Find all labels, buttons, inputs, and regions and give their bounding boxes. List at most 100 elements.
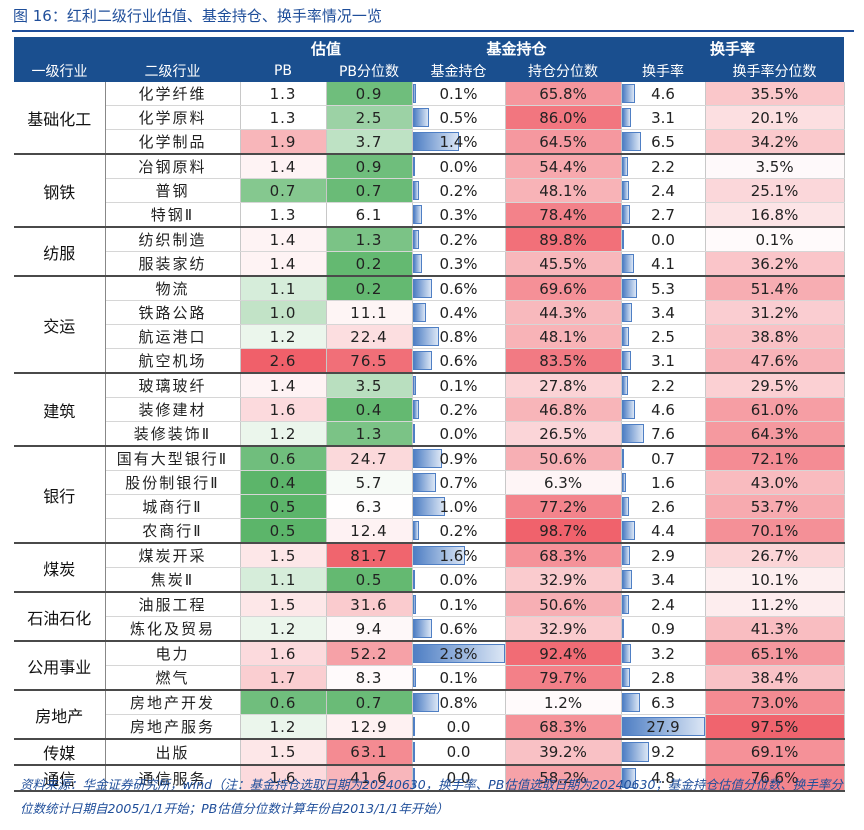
cell-pb: 1.6 xyxy=(240,641,327,666)
cell-level2-industry: 燃气 xyxy=(105,665,241,691)
cell-turnover-percentile: 29.5% xyxy=(705,373,845,398)
cell-fund-holding: 0.2% xyxy=(412,397,506,422)
cell-pb-percentile: 3.7 xyxy=(326,129,413,155)
cell-level2-industry: 冶钢原料 xyxy=(105,154,241,179)
cell-value: 0.2% xyxy=(439,181,478,200)
data-bar xyxy=(412,521,420,540)
cell-fund-percentile: 68.3% xyxy=(505,714,622,740)
cell-fund-percentile: 65.8% xyxy=(505,82,622,106)
table-header: 估值 基金持仓 换手率 一级行业 二级行业 PB PB分位数 基金持仓 持仓分位… xyxy=(14,37,845,82)
cell-level1-industry: 交运 xyxy=(14,276,106,374)
cell-value: 3.4 xyxy=(651,303,675,322)
cell-value: 4.6 xyxy=(651,84,675,103)
data-bar xyxy=(412,108,429,127)
header-blank xyxy=(14,37,105,60)
data-bar xyxy=(412,449,443,468)
cell-turnover: 6.5 xyxy=(621,129,706,155)
cell-turnover-percentile: 76.6% xyxy=(705,765,845,792)
cell-pb-percentile: 0.2 xyxy=(326,276,413,301)
cell-value: 0.8% xyxy=(439,327,478,346)
cell-value: 0.3% xyxy=(439,205,478,224)
table-row: 交运 物流 1.1 0.2 0.6% 69.6% 5.3 51.4% xyxy=(14,276,845,374)
cell-level1-industry: 建筑 xyxy=(14,373,106,447)
cell-turnover: 3.1 xyxy=(621,348,706,374)
table-row: 化学原料 1.3 2.5 0.5% 86.0% 3.1 20.1% xyxy=(14,105,845,130)
cell-fund-holding: 0.0% xyxy=(412,567,506,593)
table-row: 煤炭 煤炭开采 1.5 81.7 1.6% 68.3% 2.9 26.7% xyxy=(14,543,845,593)
cell-value: 27.9 xyxy=(646,717,680,736)
cell-fund-percentile: 50.6% xyxy=(505,592,622,617)
cell-value: 2.9 xyxy=(651,546,675,565)
data-table: 估值 基金持仓 换手率 一级行业 二级行业 PB PB分位数 基金持仓 持仓分位… xyxy=(14,37,845,792)
cell-level1-industry: 房地产 xyxy=(14,690,106,740)
cell-level2-industry: 化学制品 xyxy=(105,129,241,155)
cell-value: 0.8% xyxy=(439,693,478,712)
cell-fund-holding: 0.2% xyxy=(412,227,506,252)
cell-fund-holding: 0.9% xyxy=(412,446,506,471)
cell-value: 0.2% xyxy=(439,230,478,249)
cell-level2-industry: 特钢Ⅱ xyxy=(105,202,241,228)
cell-turnover: 27.9 xyxy=(621,714,706,740)
cell-pb: 1.6 xyxy=(240,397,327,422)
cell-fund-percentile: 48.1% xyxy=(505,178,622,203)
cell-pb-percentile: 6.3 xyxy=(326,494,413,519)
cell-pb-percentile: 0.5 xyxy=(326,567,413,593)
data-table-wrapper: 估值 基金持仓 换手率 一级行业 二级行业 PB PB分位数 基金持仓 持仓分位… xyxy=(14,37,845,792)
data-bar xyxy=(412,619,433,638)
cell-pb: 0.7 xyxy=(240,178,327,203)
data-bar xyxy=(621,668,630,687)
table-row: 房地产 房地产开发 0.6 0.7 0.8% 1.2% 6.3 73.0% xyxy=(14,690,845,740)
cell-pb: 0.6 xyxy=(240,446,327,471)
table-row: 钢铁 冶钢原料 1.4 0.9 0.0% 54.4% 2.2 3.5% xyxy=(14,154,845,228)
data-bar xyxy=(621,84,636,103)
cell-fund-holding: 0.0% xyxy=(412,154,506,179)
table-row: 传媒 出版 1.5 63.1 0.0 39.2% 9.2 69.1% xyxy=(14,739,845,766)
cell-fund-holding: 2.8% xyxy=(412,641,506,666)
cell-pb-percentile: 1.3 xyxy=(326,421,413,447)
cell-value: 0.0 xyxy=(446,717,471,736)
cell-fund-percentile: 1.2% xyxy=(505,690,622,715)
cell-pb-percentile: 11.1 xyxy=(326,300,413,325)
table-row: 股份制银行Ⅱ 0.4 5.7 0.7% 6.3% 1.6 43.0% xyxy=(14,470,845,495)
cell-pb: 1.2 xyxy=(240,324,327,349)
cell-value: 2.6 xyxy=(651,497,675,516)
data-bar xyxy=(621,497,630,516)
cell-value: 5.3 xyxy=(651,279,675,298)
cell-value: 1.0% xyxy=(439,497,478,516)
cell-value: 3.1 xyxy=(651,351,675,370)
cell-fund-percentile: 44.3% xyxy=(505,300,622,325)
cell-value: 0.1% xyxy=(439,668,478,687)
cell-pb-percentile: 0.9 xyxy=(326,154,413,179)
table-row: 普钢 0.7 0.7 0.2% 48.1% 2.4 25.1% xyxy=(14,178,845,203)
table-row: 银行 国有大型银行Ⅱ 0.6 24.7 0.9% 50.6% 0.7 72.1% xyxy=(14,446,845,544)
cell-fund-percentile: 98.7% xyxy=(505,518,622,544)
cell-value: 0.0 xyxy=(446,769,471,787)
data-bar xyxy=(621,132,641,151)
data-bar xyxy=(621,157,629,176)
data-bar xyxy=(412,717,415,736)
data-bar xyxy=(621,619,625,638)
cell-turnover-percentile: 0.1% xyxy=(705,227,845,252)
cell-fund-percentile: 69.6% xyxy=(505,276,622,301)
cell-fund-percentile: 26.5% xyxy=(505,421,622,447)
cell-value: 2.4 xyxy=(651,181,675,200)
source-note: 资料来源：华金证券研究所，wind（注：基金持仓选取日期为20240630，换手… xyxy=(20,777,843,816)
cell-level2-industry: 出版 xyxy=(105,739,241,766)
cell-pb-percentile: 22.4 xyxy=(326,324,413,349)
cell-level1-industry: 传媒 xyxy=(14,739,106,766)
cell-level2-industry: 农商行Ⅱ xyxy=(105,518,241,544)
cell-level2-industry: 铁路公路 xyxy=(105,300,241,325)
col-header-pb: PB xyxy=(240,60,326,82)
cell-level2-industry: 股份制银行Ⅱ xyxy=(105,470,241,495)
table-row: 服装家纺 1.4 0.2 0.3% 45.5% 4.1 36.2% xyxy=(14,251,845,277)
cell-level2-industry: 油服工程 xyxy=(105,592,241,617)
col-header-level2: 二级行业 xyxy=(105,60,240,82)
cell-pb: 1.9 xyxy=(240,129,327,155)
data-bar xyxy=(412,132,459,151)
table-row: 焦炭Ⅱ 1.1 0.5 0.0% 32.9% 3.4 10.1% xyxy=(14,567,845,593)
cell-pb-percentile: 5.7 xyxy=(326,470,413,495)
cell-fund-percentile: 48.1% xyxy=(505,324,622,349)
cell-turnover: 4.4 xyxy=(621,518,706,544)
cell-value: 2.7 xyxy=(651,205,675,224)
cell-fund-percentile: 27.8% xyxy=(505,373,622,398)
